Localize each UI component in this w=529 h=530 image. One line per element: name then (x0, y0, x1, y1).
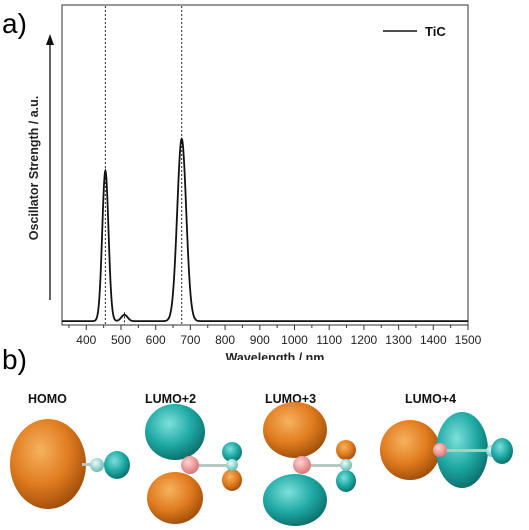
lobe-teal (263, 474, 327, 526)
x-tick-label: 800 (215, 333, 235, 347)
atom-titanium (433, 443, 447, 457)
orbital-label-lumo-plus-4: LUMO+4 (405, 392, 457, 406)
lobe-orange (263, 402, 327, 458)
lobe-orange (10, 419, 86, 509)
y-axis-label: Oscillator Strength / a.u. (27, 96, 41, 240)
x-tick-label: 900 (250, 333, 270, 347)
x-tick-label: 400 (76, 333, 96, 347)
lobe-orange (222, 469, 242, 491)
orbital-figures (10, 402, 513, 526)
orbital-lumo-plus-4 (380, 412, 513, 488)
x-tick-label: 600 (146, 333, 166, 347)
lobe-teal (145, 404, 205, 460)
panel-label-a: a) (2, 8, 27, 39)
x-tick-label: 1500 (455, 333, 482, 347)
bond (190, 464, 232, 467)
series-line-tic (62, 137, 468, 323)
x-tick-label: 1400 (420, 333, 447, 347)
atom-carbon (340, 459, 352, 471)
x-axis-label: Wavelength / nm (226, 351, 325, 360)
atom-carbon (226, 459, 238, 471)
orbital-lumo-plus-3 (263, 402, 356, 526)
x-tick-label: 1300 (385, 333, 412, 347)
bond (300, 464, 345, 467)
x-tick-label: 1200 (351, 333, 378, 347)
lobe-teal (222, 442, 242, 462)
orbital-homo (10, 419, 130, 509)
x-tick-label: 1000 (281, 333, 308, 347)
y-axis-arrow-head (46, 34, 54, 45)
bond (440, 449, 500, 452)
legend-label: TiC (425, 24, 446, 39)
orbital-lumo-plus-2 (145, 404, 242, 524)
x-tick-label: 700 (180, 333, 200, 347)
orbital-label-lumo-plus-2: LUMO+2 (145, 392, 197, 406)
atom-titanium (293, 456, 311, 474)
spectrum-chart: 400 500 600 700 800 900 1000 1100 1200 1300 1400 15… (27, 4, 482, 360)
lobe-teal (491, 438, 513, 464)
lobe-orange (147, 472, 203, 524)
panel-label-b: b) (2, 344, 27, 375)
orbital-label-lumo-plus-3: LUMO+3 (265, 392, 317, 406)
orbital-label-homo: HOMO (28, 392, 67, 406)
lobe-teal (336, 470, 356, 492)
x-tick-label: 1100 (316, 333, 342, 347)
x-tick-label: 500 (111, 333, 131, 347)
lobe-orange (380, 420, 440, 480)
atom-carbon (90, 458, 104, 472)
lobe-teal (104, 451, 130, 479)
plot-frame (61, 4, 469, 326)
atom-titanium (181, 456, 199, 474)
lobe-orange (336, 440, 356, 460)
